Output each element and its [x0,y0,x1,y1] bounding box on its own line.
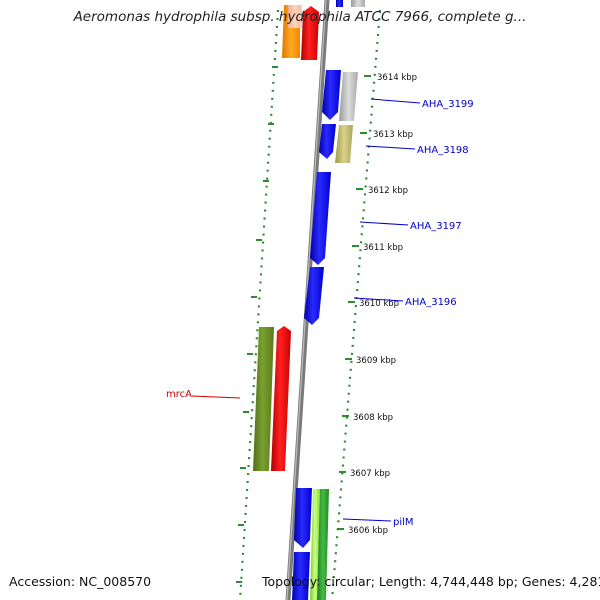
gene-blue-bottom [292,552,310,600]
gene-label-AHA_3199[interactable]: AHA_3199 [422,99,474,110]
leader-line [353,297,404,302]
tick-label: 3607 kbp [350,469,390,479]
tick-label: 3608 kbp [353,413,393,423]
gene-green-pilM [317,489,329,600]
gene-label-pilM[interactable]: pilM [393,517,414,528]
accession-text: Accession: NC_008570 [9,574,152,589]
gene-khaki-3198 [335,125,353,163]
gene-blue-pilM [294,488,312,548]
gene-label-AHA_3196[interactable]: AHA_3196 [405,297,457,308]
gene-blue-3196 [304,267,324,325]
leader-line [359,221,409,226]
tick-label: 3610 kbp [359,299,399,309]
gene-blue-3198 [319,124,336,159]
outer-ring-ticks [337,75,371,530]
gene-red-top [301,6,319,60]
leader-line [365,145,416,150]
gene-label-mrcA[interactable]: mrcA [166,389,192,400]
gene-label-AHA_3198[interactable]: AHA_3198 [417,145,469,156]
tick-label: 3612 kbp [368,186,408,196]
gene-pink [288,5,302,28]
gene-red-mrcA [271,326,291,471]
gene-blue-3199 [322,70,341,120]
tick-label: 3613 kbp [373,130,413,140]
gene-grey-3199 [339,72,358,121]
gene-lightgreen-pilM [310,489,320,600]
leader-line [370,98,421,104]
leader-line [342,518,392,522]
gene-label-AHA_3197[interactable]: AHA_3197 [410,221,462,232]
tick-label: 3614 kbp [377,73,417,83]
gene-blue-3197 [310,172,331,265]
tick-label: 3606 kbp [348,526,388,536]
tick-label: 3609 kbp [356,356,396,366]
inner-ring-dashes [236,66,278,583]
tick-label: 3611 kbp [363,243,403,253]
topology-text: Topology: circular; Length: 4,744,448 bp… [262,574,600,589]
inner-dotted-ring [238,9,280,600]
leader-line [191,395,241,399]
map-title: Aeromonas hydrophila subsp. hydrophila A… [73,9,527,25]
gene-olive-mrcA [253,327,274,471]
